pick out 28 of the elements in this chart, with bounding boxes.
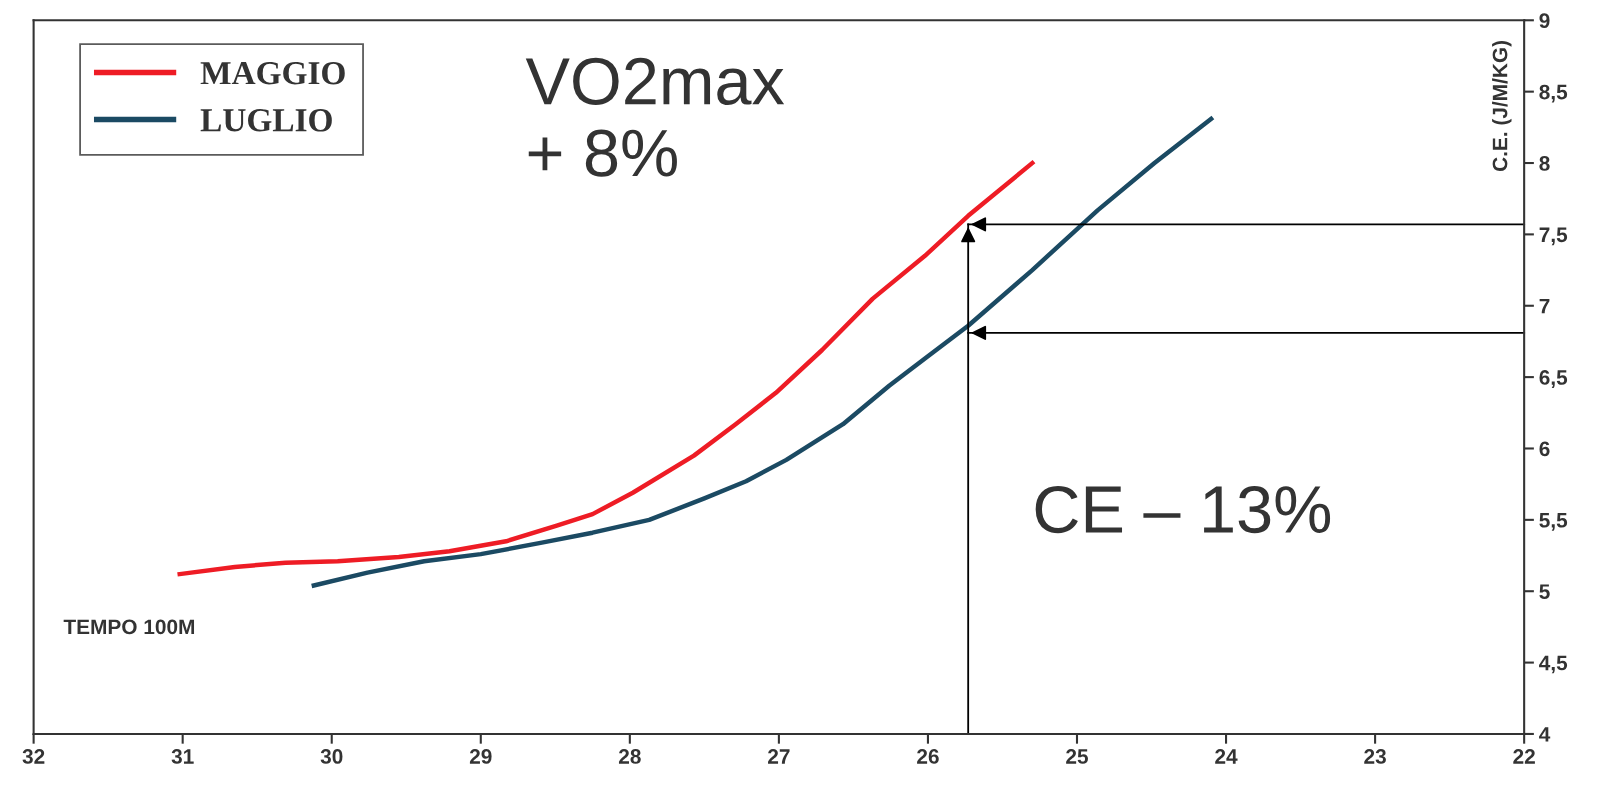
x-axis-title: TEMPO 100M <box>63 619 195 635</box>
x-tick-label: 28 <box>618 749 641 764</box>
y-tick-label: 5 <box>1539 584 1550 599</box>
y-tick-label: 7 <box>1539 298 1550 314</box>
y-tick-label: 8,5 <box>1539 84 1568 103</box>
y-tick-label: 6 <box>1539 441 1550 457</box>
x-tick-label: 25 <box>1066 749 1088 764</box>
x-tick-label: 26 <box>917 749 939 764</box>
x-tick-label: 30 <box>320 749 343 764</box>
y-tick-label: 4 <box>1539 727 1551 742</box>
y-tick-label: 6,5 <box>1539 370 1568 388</box>
y-tick-label: 7,5 <box>1539 227 1568 246</box>
y-tick-label: 5,5 <box>1539 513 1568 531</box>
legend-label: MAGGIO <box>200 62 345 85</box>
annotation: VO2max + 8% <box>525 57 785 177</box>
x-tick-label: 32 <box>22 749 45 764</box>
y-tick-label: 9 <box>1539 13 1550 29</box>
annotation: CE – 13% <box>1035 485 1331 534</box>
x-tick-label: 31 <box>171 749 194 764</box>
y-axis-title: C.E. (J/M/KG) <box>1492 40 1512 172</box>
x-tick-label: 23 <box>1364 749 1386 764</box>
legend-label: LUGLIO <box>200 109 332 132</box>
x-tick-label: 27 <box>768 749 790 764</box>
x-tick-label: 24 <box>1215 749 1238 764</box>
x-tick-label: 29 <box>469 749 492 764</box>
y-tick-label: 8 <box>1539 156 1550 171</box>
y-tick-label: 4,5 <box>1539 655 1568 674</box>
x-tick-label: 22 <box>1513 749 1535 764</box>
